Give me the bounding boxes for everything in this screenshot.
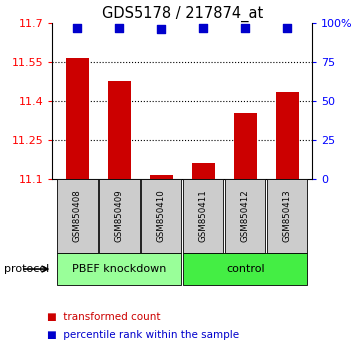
Bar: [192, 163, 215, 179]
Bar: [234, 113, 257, 179]
Text: GSM850410: GSM850410: [157, 189, 166, 242]
Text: control: control: [226, 264, 265, 274]
Text: GSM850411: GSM850411: [199, 189, 208, 242]
FancyBboxPatch shape: [267, 179, 307, 253]
Point: [75, 25, 81, 30]
Point: [158, 27, 164, 32]
FancyBboxPatch shape: [183, 253, 307, 285]
FancyBboxPatch shape: [225, 179, 265, 253]
Text: GSM850409: GSM850409: [115, 190, 124, 242]
Text: GSM850413: GSM850413: [283, 189, 292, 242]
Bar: [66, 58, 89, 179]
Text: GSM850408: GSM850408: [73, 189, 82, 242]
Point: [284, 25, 290, 30]
Bar: [275, 92, 299, 179]
Point: [117, 25, 122, 30]
FancyBboxPatch shape: [183, 179, 223, 253]
Text: protocol: protocol: [4, 264, 49, 274]
Text: PBEF knockdown: PBEF knockdown: [72, 264, 167, 274]
FancyBboxPatch shape: [141, 179, 182, 253]
Bar: [108, 81, 131, 179]
Point: [200, 25, 206, 30]
FancyBboxPatch shape: [99, 179, 140, 253]
Text: ■  transformed count: ■ transformed count: [47, 312, 160, 322]
Title: GDS5178 / 217874_at: GDS5178 / 217874_at: [102, 5, 263, 22]
Point: [242, 25, 248, 30]
Text: ■  percentile rank within the sample: ■ percentile rank within the sample: [47, 330, 239, 339]
Text: GSM850412: GSM850412: [241, 189, 250, 242]
Bar: [150, 175, 173, 179]
FancyBboxPatch shape: [57, 179, 97, 253]
FancyBboxPatch shape: [57, 253, 182, 285]
